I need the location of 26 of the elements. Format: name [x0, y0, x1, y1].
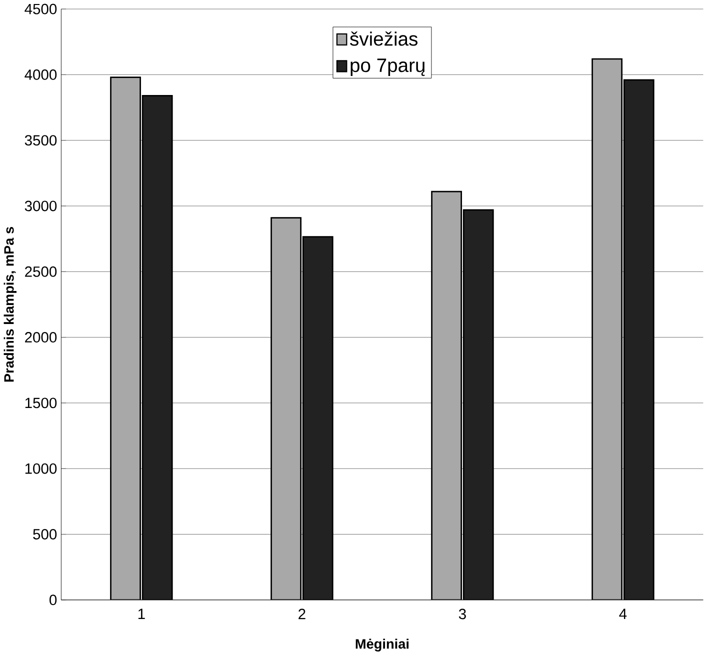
bar [302, 236, 334, 600]
y-tick-label: 1000 [25, 463, 57, 474]
legend-label: po 7parų [350, 58, 425, 76]
x-tick-label: 1 [138, 608, 145, 619]
y-tick-label: 4000 [24, 69, 57, 80]
bar [431, 190, 462, 600]
y-tick-label: 2500 [25, 266, 57, 277]
y-tick-label: 4500 [24, 4, 57, 14]
y-tick-label: 2000 [25, 332, 57, 342]
bar [623, 79, 654, 600]
bar [462, 209, 494, 600]
y-axis-title: Pradinis klampis, mPa s [4, 226, 17, 382]
bar [110, 76, 141, 600]
y-tick-label: 500 [33, 528, 57, 540]
bar [592, 58, 623, 600]
y-tick-label: 1500 [25, 398, 57, 408]
x-tick-label: 2 [298, 608, 306, 619]
x-tick-label: 4 [619, 608, 627, 619]
bar [142, 94, 173, 600]
legend-label: šviežias [350, 31, 418, 46]
bar [270, 216, 302, 600]
x-axis-title: Mėginiai [356, 638, 409, 652]
y-tick-label: 3500 [24, 134, 57, 146]
y-tick-label: 0 [50, 594, 57, 606]
x-tick-label: 3 [458, 608, 466, 620]
y-tick-label: 3000 [24, 200, 57, 212]
